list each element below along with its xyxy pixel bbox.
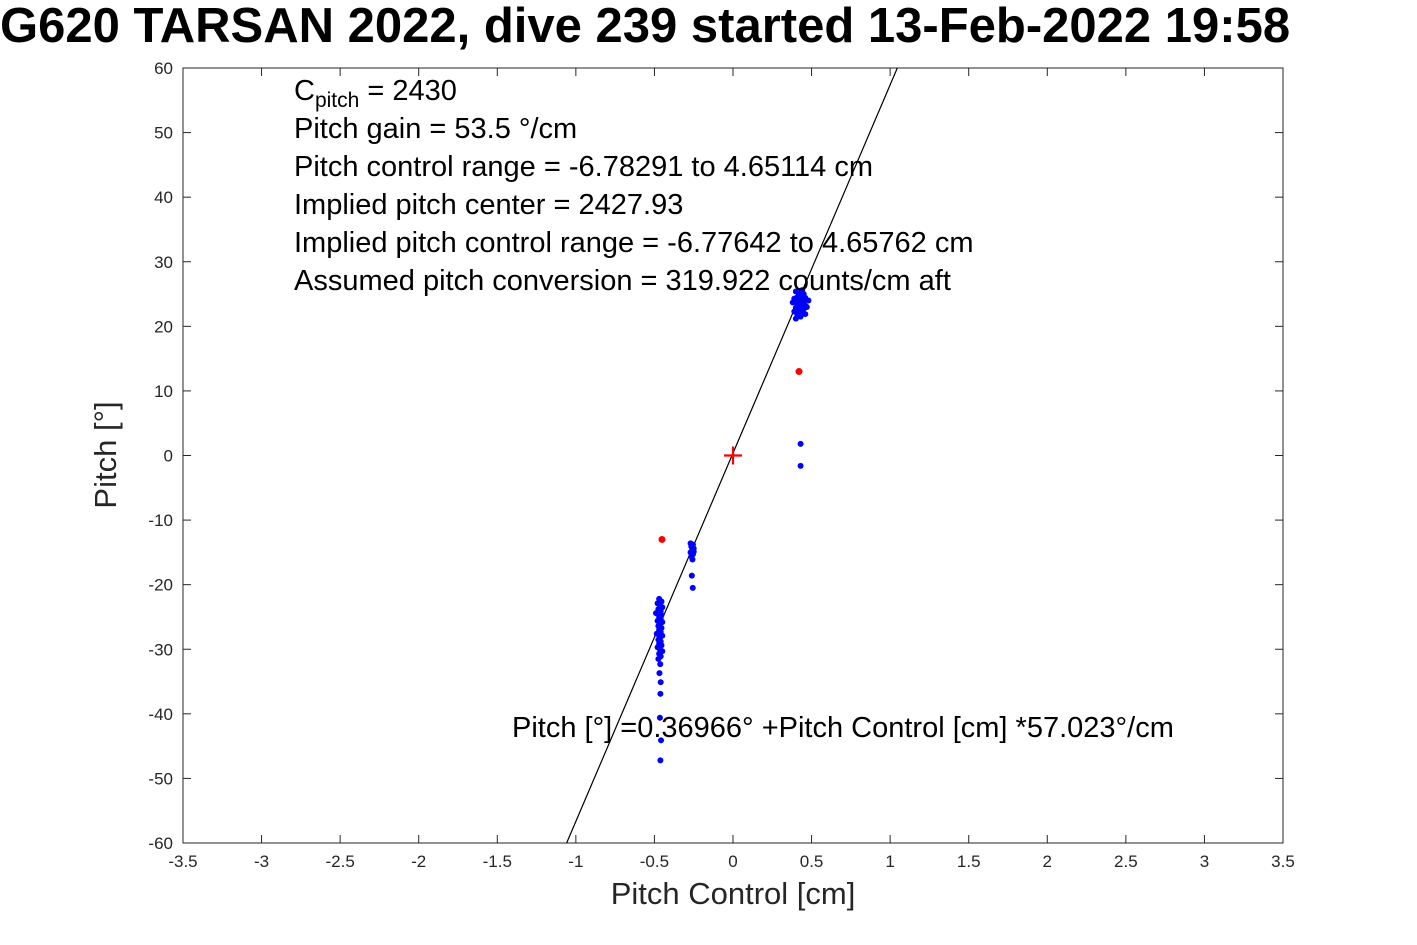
svg-text:-60: -60	[148, 834, 173, 853]
fit-equation-label: Pitch [°] =0.36966° +Pitch Control [cm] …	[512, 712, 1174, 744]
x-axis-label: Pitch Control [cm]	[610, 876, 856, 911]
svg-text:1: 1	[885, 852, 894, 871]
svg-text:-3: -3	[254, 852, 269, 871]
svg-text:20: 20	[154, 317, 173, 336]
info-line-implied-pitch-center: Implied pitch center = 2427.93	[294, 189, 684, 221]
svg-text:-2: -2	[411, 852, 426, 871]
svg-text:-2.5: -2.5	[325, 852, 354, 871]
svg-text:-20: -20	[148, 576, 173, 595]
svg-text:0: 0	[728, 852, 737, 871]
svg-text:40: 40	[154, 188, 173, 207]
svg-text:-1.5: -1.5	[483, 852, 512, 871]
calibration-info-block: Cpitch = 2430 Pitch gain = 53.5 °/cm Pit…	[294, 72, 974, 300]
svg-text:-30: -30	[148, 640, 173, 659]
svg-text:-50: -50	[148, 769, 173, 788]
svg-text:1.5: 1.5	[957, 852, 981, 871]
cpitch-line: Cpitch = 2430	[294, 72, 974, 112]
svg-text:-10: -10	[148, 511, 173, 530]
cpitch-subscript: pitch	[314, 88, 360, 112]
svg-text:60: 60	[154, 59, 173, 78]
svg-text:3.5: 3.5	[1271, 852, 1295, 871]
figure-title: G620 TARSAN 2022, dive 239 started 13-Fe…	[0, 0, 1291, 53]
svg-text:2.5: 2.5	[1114, 852, 1138, 871]
svg-text:-0.5: -0.5	[640, 852, 669, 871]
svg-text:-3.5: -3.5	[168, 852, 197, 871]
y-axis-label: Pitch [°]	[88, 401, 123, 509]
svg-text:10: 10	[154, 382, 173, 401]
svg-text:-1: -1	[568, 852, 583, 871]
info-line-implied-pitch-control-range: Implied pitch control range = -6.77642 t…	[294, 227, 974, 259]
svg-text:2: 2	[1043, 852, 1052, 871]
svg-text:-40: -40	[148, 705, 173, 724]
cpitch-symbol: C	[294, 75, 315, 107]
info-line-pitch-control-range: Pitch control range = -6.78291 to 4.6511…	[294, 151, 874, 183]
svg-text:0: 0	[164, 447, 173, 466]
svg-text:30: 30	[154, 253, 173, 272]
svg-text:3: 3	[1200, 852, 1209, 871]
svg-text:50: 50	[154, 124, 173, 143]
info-line-pitch-gain: Pitch gain = 53.5 °/cm	[294, 113, 578, 145]
cpitch-value: = 2430	[359, 75, 457, 107]
svg-text:0.5: 0.5	[800, 852, 824, 871]
info-line-assumed-pitch-conversion: Assumed pitch conversion = 319.922 count…	[294, 265, 951, 297]
